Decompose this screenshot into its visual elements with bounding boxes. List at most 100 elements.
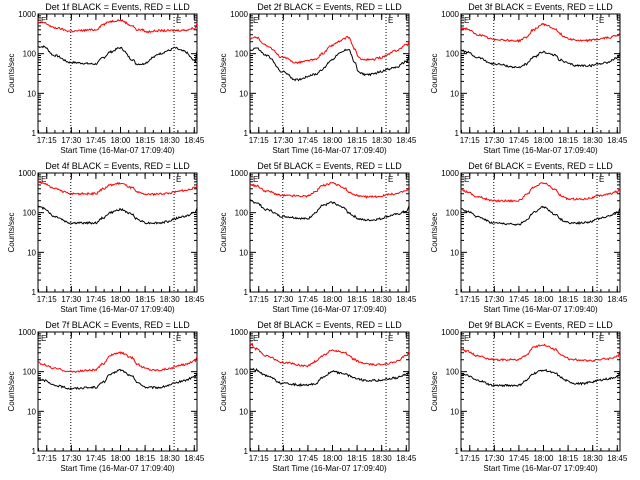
series-line-lld xyxy=(37,180,198,197)
x-tick-label: 17:45 xyxy=(509,454,530,463)
y-tick-label: 1000 xyxy=(441,10,459,19)
detector-panel-1: Det 1f BLACK = Events, RED = LLD E E 1 10 100… xyxy=(7,2,205,155)
series-line-lld xyxy=(37,18,198,34)
y-tick-label: 1000 xyxy=(230,169,248,178)
x-tick-label: 18:00 xyxy=(322,454,343,463)
panel-title: Det 3f BLACK = Events, RED = LLD xyxy=(468,2,613,12)
y-tick-label: 100 xyxy=(235,368,249,377)
plot-frame xyxy=(37,13,198,134)
time-marker-label: E xyxy=(41,16,46,25)
panel-title: Det 5f BLACK = Events, RED = LLD xyxy=(257,161,402,171)
y-tick-label: 10 xyxy=(27,248,36,257)
x-tick-label: 17:45 xyxy=(509,295,530,304)
x-tick-label: 18:45 xyxy=(396,454,417,463)
x-tick-label: 17:15 xyxy=(460,136,481,145)
y-axis-label: Counts/sec xyxy=(430,212,439,252)
series-line-events xyxy=(249,199,410,222)
plot-frame xyxy=(37,172,198,293)
y-axis-label: Counts/sec xyxy=(430,371,439,411)
x-axis-label: Start Time (16-Mar-07 17:09:40) xyxy=(272,464,387,473)
y-tick-label: 100 xyxy=(235,209,249,218)
x-tick-label: 18:45 xyxy=(607,295,628,304)
panel-title: Det 4f BLACK = Events, RED = LLD xyxy=(45,161,190,171)
x-tick-label: 17:45 xyxy=(298,295,319,304)
x-axis-label: Start Time (16-Mar-07 17:09:40) xyxy=(483,305,598,314)
x-axis-label: Start Time (16-Mar-07 17:09:40) xyxy=(483,464,598,473)
time-marker-label: E xyxy=(388,334,393,343)
x-tick-label: 18:00 xyxy=(533,295,554,304)
time-marker-label: E xyxy=(464,16,469,25)
plot-frame xyxy=(460,331,621,452)
x-tick-label: 17:15 xyxy=(249,295,270,304)
y-tick-label: 1 xyxy=(455,288,460,297)
series-line-events xyxy=(37,205,198,225)
plot-frame xyxy=(249,172,410,293)
y-tick-label: 1000 xyxy=(441,169,459,178)
x-tick-label: 18:30 xyxy=(160,136,181,145)
y-tick-label: 100 xyxy=(23,209,37,218)
x-tick-label: 17:15 xyxy=(37,295,58,304)
x-tick-label: 18:00 xyxy=(533,136,554,145)
detector-panel-3: Det 3f BLACK = Events, RED = LLD E E 1 10 100… xyxy=(430,2,628,155)
x-tick-label: 18:00 xyxy=(533,454,554,463)
y-tick-label: 10 xyxy=(27,407,36,416)
x-axis-label: Start Time (16-Mar-07 17:09:40) xyxy=(60,305,175,314)
x-tick-label: 18:30 xyxy=(160,454,181,463)
x-tick-label: 18:45 xyxy=(607,454,628,463)
y-tick-label: 1 xyxy=(455,129,460,138)
x-tick-label: 17:15 xyxy=(37,454,58,463)
x-tick-label: 17:15 xyxy=(249,136,270,145)
panel-title: Det 9f BLACK = Events, RED = LLD xyxy=(468,320,613,330)
y-tick-label: 1000 xyxy=(230,10,248,19)
x-tick-label: 17:45 xyxy=(298,454,319,463)
x-tick-label: 18:45 xyxy=(396,136,417,145)
y-axis-label: Counts/sec xyxy=(7,371,16,411)
series-line-events xyxy=(249,47,410,82)
x-tick-label: 18:30 xyxy=(160,295,181,304)
x-tick-label: 17:30 xyxy=(273,136,294,145)
x-tick-label: 18:15 xyxy=(135,454,156,463)
y-tick-label: 100 xyxy=(235,50,249,59)
y-tick-label: 1 xyxy=(32,288,37,297)
y-tick-label: 1000 xyxy=(230,328,248,337)
y-tick-label: 1000 xyxy=(441,328,459,337)
detector-panel-5: Det 5f BLACK = Events, RED = LLD E E 1 10 100… xyxy=(219,161,417,314)
y-tick-label: 100 xyxy=(446,368,460,377)
detector-panel-7: Det 7f BLACK = Events, RED = LLD E E 1 10 100… xyxy=(7,320,205,473)
time-marker-label: E xyxy=(388,175,393,184)
x-tick-label: 17:30 xyxy=(484,136,505,145)
x-tick-label: 18:15 xyxy=(347,136,368,145)
time-marker-label: E xyxy=(253,175,258,184)
y-tick-label: 1000 xyxy=(18,328,36,337)
detector-panel-4: Det 4f BLACK = Events, RED = LLD E E 1 10 100… xyxy=(7,161,205,314)
x-axis-label: Start Time (16-Mar-07 17:09:40) xyxy=(60,464,175,473)
y-tick-label: 1 xyxy=(455,447,460,456)
x-tick-label: 17:30 xyxy=(484,295,505,304)
series-line-events xyxy=(249,367,410,388)
y-tick-label: 100 xyxy=(446,209,460,218)
y-axis-label: Counts/sec xyxy=(7,212,16,252)
x-tick-label: 18:45 xyxy=(396,295,417,304)
plot-frame xyxy=(460,13,621,134)
x-tick-label: 18:45 xyxy=(184,136,205,145)
x-axis-label: Start Time (16-Mar-07 17:09:40) xyxy=(483,146,598,155)
x-tick-label: 18:15 xyxy=(347,295,368,304)
y-tick-label: 10 xyxy=(27,89,36,98)
y-tick-label: 10 xyxy=(450,89,459,98)
panel-title: Det 6f BLACK = Events, RED = LLD xyxy=(468,161,613,171)
x-tick-label: 18:15 xyxy=(558,295,579,304)
y-axis-label: Counts/sec xyxy=(7,53,16,93)
plot-frame xyxy=(249,13,410,134)
detector-panel-2: Det 2f BLACK = Events, RED = LLD E E 1 10 100… xyxy=(219,2,417,155)
detector-panel-8: Det 8f BLACK = Events, RED = LLD E E 1 10 100… xyxy=(219,320,417,473)
y-tick-label: 100 xyxy=(446,50,460,59)
series-line-lld xyxy=(249,181,410,199)
panel-title: Det 2f BLACK = Events, RED = LLD xyxy=(257,2,402,12)
x-tick-label: 18:30 xyxy=(583,454,604,463)
series-line-events xyxy=(37,45,198,66)
x-tick-label: 18:15 xyxy=(558,454,579,463)
x-tick-label: 17:15 xyxy=(460,295,481,304)
x-tick-label: 17:15 xyxy=(460,454,481,463)
y-tick-label: 100 xyxy=(23,368,37,377)
